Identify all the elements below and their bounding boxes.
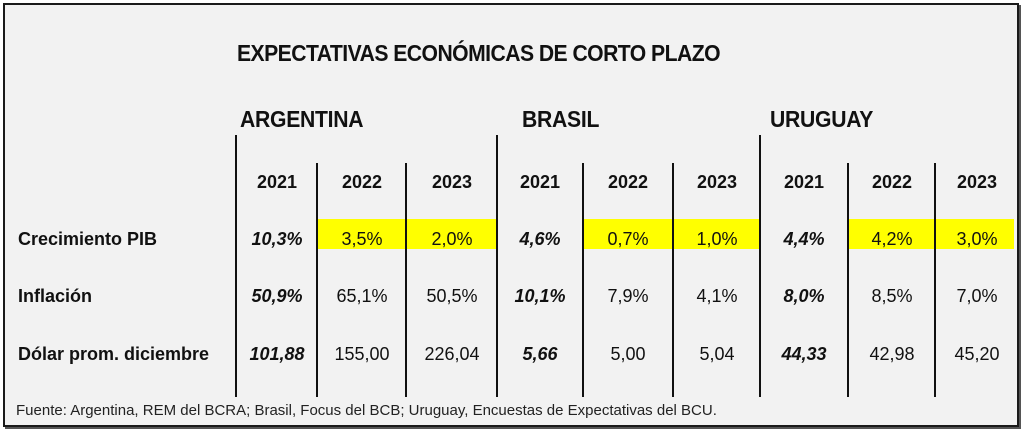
table-cell: 101,88 <box>249 344 305 364</box>
table-cell: 7,9% <box>607 286 649 306</box>
highlight-bra-2022 <box>584 219 673 249</box>
separator-year <box>672 163 674 397</box>
row-label-dolar: Dólar prom. diciembre <box>18 344 210 364</box>
table-cell: 10,1% <box>514 286 566 306</box>
highlight-uru-2023 <box>936 219 1014 249</box>
table-cell: 44,33 <box>781 344 827 364</box>
separator-argentina <box>235 135 237 397</box>
table-cell: 4,6% <box>519 229 561 249</box>
highlight-uru-2022 <box>849 219 935 249</box>
separator-year <box>934 163 936 397</box>
table-frame <box>3 3 1019 427</box>
table-cell: 45,20 <box>954 344 1000 364</box>
row-label-inflacion: Inflación <box>18 286 93 306</box>
highlight-arg-2022 <box>318 219 406 249</box>
table-cell: 42,98 <box>869 344 915 364</box>
separator-brasil <box>496 135 498 397</box>
table-cell: 8,0% <box>783 286 825 306</box>
highlight-bra-2023 <box>674 219 760 249</box>
table-cell: 226,04 <box>424 344 480 364</box>
country-header-brasil: BRASIL <box>522 106 600 132</box>
separator-year <box>847 163 849 397</box>
year-header: 2023 <box>696 172 738 192</box>
table-cell: 50,5% <box>426 286 478 306</box>
year-header: 2021 <box>783 172 825 192</box>
separator-uruguay <box>759 135 761 397</box>
table-cell: 3,5% <box>341 229 383 249</box>
source-note: Fuente: Argentina, REM del BCRA; Brasil,… <box>16 402 717 419</box>
year-header: 2022 <box>607 172 649 192</box>
year-header: 2021 <box>256 172 298 192</box>
table-cell: 1,0% <box>696 229 738 249</box>
table-cell: 4,4% <box>783 229 825 249</box>
separator-year <box>582 163 584 397</box>
country-header-argentina: ARGENTINA <box>240 106 364 132</box>
year-header: 2022 <box>871 172 913 192</box>
table-cell: 4,2% <box>871 229 913 249</box>
table-cell: 10,3% <box>251 229 303 249</box>
row-label-pib: Crecimiento PIB <box>18 229 158 249</box>
year-header: 2023 <box>956 172 998 192</box>
table-cell: 155,00 <box>334 344 390 364</box>
table-cell: 3,0% <box>956 229 998 249</box>
table-cell: 5,00 <box>610 344 646 364</box>
table-cell: 5,04 <box>699 344 735 364</box>
year-header: 2023 <box>431 172 473 192</box>
table-cell: 65,1% <box>336 286 388 306</box>
country-header-uruguay: URUGUAY <box>770 106 874 132</box>
separator-year <box>405 163 407 397</box>
table-cell: 5,66 <box>522 344 558 364</box>
table-cell: 2,0% <box>431 229 473 249</box>
highlight-arg-2023 <box>407 219 496 249</box>
table-cell: 7,0% <box>956 286 998 306</box>
year-header: 2021 <box>519 172 561 192</box>
table-cell: 0,7% <box>607 229 649 249</box>
separator-year <box>316 163 318 397</box>
year-header: 2022 <box>341 172 383 192</box>
table-cell: 8,5% <box>871 286 913 306</box>
table-title: EXPECTATIVAS ECONÓMICAS DE CORTO PLAZO <box>237 40 721 66</box>
table-cell: 50,9% <box>251 286 303 306</box>
table-cell: 4,1% <box>696 286 738 306</box>
